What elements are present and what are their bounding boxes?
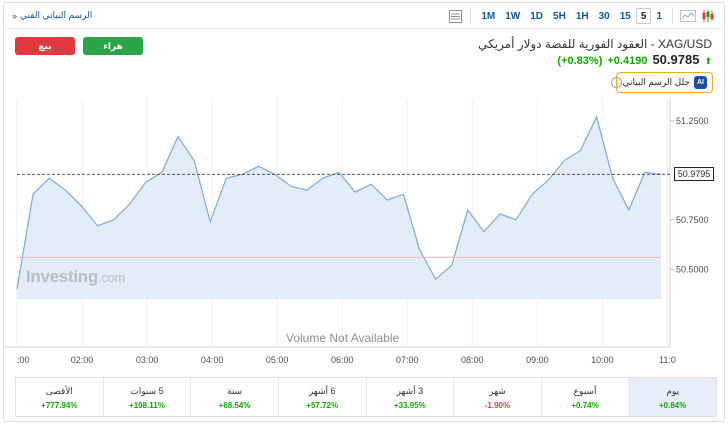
technical-chart-link[interactable]: » الرسم البياني الفني: [12, 10, 92, 21]
investing-watermark: Investing.com: [26, 267, 125, 287]
performance-value: +33.95%: [393, 401, 426, 410]
toolbar-divider: [470, 8, 472, 24]
watermark-brand: Investing: [26, 267, 98, 286]
x-tick-label: 08:00: [461, 355, 484, 365]
toolbar-controls: 1M 1W 1D 5H 1H 30 15 5 1: [445, 6, 718, 26]
instrument-title: XAG/USD - العقود الفورية للفضة دولار أمر…: [478, 37, 712, 51]
performance-cell[interactable]: 3 أشهر +33.95%: [365, 378, 454, 416]
performance-label: 6 أشهر: [308, 386, 336, 396]
performance-cell[interactable]: سنة +68.54%: [190, 378, 278, 416]
timeframe-15[interactable]: 15: [619, 11, 631, 22]
volume-not-available: Volume Not Available: [286, 331, 400, 345]
analyze-chart-label: حلل الرسم البياني: [622, 77, 690, 87]
x-tick-label: 03:00: [136, 355, 159, 365]
x-tick-label: 07:00: [396, 355, 419, 365]
x-tick-label: 05:00: [266, 355, 289, 365]
table-view-icon[interactable]: [445, 6, 465, 26]
performance-label: شهر: [489, 386, 506, 396]
change-percent: (+0.83%): [557, 55, 603, 67]
performance-value: +57.72%: [306, 401, 339, 410]
performance-cell[interactable]: يوم +0.84%: [628, 378, 716, 416]
performance-cell[interactable]: 5 سنوات +108.11%: [102, 378, 191, 416]
performance-value: -1.90%: [484, 401, 511, 410]
toolbar-divider: [672, 8, 673, 24]
performance-label: 3 أشهر: [396, 386, 424, 396]
performance-label: سنة: [227, 386, 243, 396]
performance-label: أسبوع: [573, 386, 597, 396]
price-area: [17, 116, 661, 299]
timeframe-1m[interactable]: 1M: [481, 11, 496, 22]
price-line: [16, 115, 662, 290]
performance-label: يوم: [666, 386, 680, 396]
current-price-label: 50.9795: [674, 167, 714, 181]
performance-value: +0.84%: [659, 401, 687, 410]
candlestick-icon[interactable]: [698, 6, 718, 26]
x-tick-label: :00: [17, 355, 30, 365]
timeframe-30[interactable]: 30: [598, 11, 610, 22]
x-tick-label: 06:00: [331, 355, 354, 365]
sell-button[interactable]: بيع: [15, 37, 75, 55]
chart-widget: » الرسم البياني الفني 1M 1W 1D 5H 1H 30 15 5 1 ب…: [3, 2, 725, 422]
x-tick-label: 10:00: [591, 355, 614, 365]
ai-badge-icon: AI: [694, 76, 707, 89]
performance-cell[interactable]: أسبوع +0.74%: [540, 378, 629, 416]
arrow-up-icon: ⬆: [704, 56, 712, 66]
performance-value: +108.11%: [129, 401, 165, 410]
performance-cell[interactable]: 6 أشهر +57.72%: [277, 378, 366, 416]
timeframe-1h[interactable]: 1H: [575, 11, 589, 22]
watermark-suffix: .com: [97, 270, 125, 285]
chart-toolbar: » الرسم البياني الفني 1M 1W 1D 5H 1H 30 15 5 1: [4, 3, 724, 29]
timeframe-1[interactable]: 1: [656, 11, 662, 22]
timeframe-1w[interactable]: 1W: [505, 11, 521, 22]
performance-cell[interactable]: شهر -1.90%: [453, 378, 541, 416]
performance-value: +777.94%: [41, 401, 78, 410]
analyze-chart-button[interactable]: حلل الرسم البياني AI: [616, 72, 713, 93]
technical-chart-label: الرسم البياني الفني: [20, 10, 93, 20]
buy-button[interactable]: هراء: [83, 37, 143, 55]
last-price: 50.9785: [652, 52, 700, 67]
x-tick-label: 11:0: [659, 355, 676, 365]
double-chevron-icon: »: [12, 10, 18, 21]
performance-bar: يوم +0.84% أسبوع +0.74% شهر -1.90% 3 أشهر +33.9…: [15, 377, 717, 417]
price-row: (+0.83%) +0.4190 50.9785 ⬆: [557, 52, 712, 67]
x-tick-label: 02:00: [71, 355, 94, 365]
performance-value: +68.54%: [218, 401, 251, 410]
performance-cell[interactable]: الأقصى +777.94%: [16, 378, 103, 416]
area-chart-icon[interactable]: [678, 6, 698, 26]
y-tick-label: 50.5000: [676, 264, 709, 274]
y-tick-label: 51.2500: [676, 116, 709, 126]
y-tick-label: 50.7500: [676, 215, 709, 225]
timeframe-5h[interactable]: 5H: [553, 11, 566, 22]
change-value: +0.4190: [607, 55, 648, 67]
timeframe-group: 1M 1W 1D 5H 1H 30 15 5 1: [476, 8, 667, 24]
x-tick-label: 09:00: [526, 355, 549, 365]
performance-value: +0.74%: [571, 401, 599, 410]
performance-label: 5 سنوات: [130, 386, 164, 396]
price-chart[interactable]: 51.2500 50.7500 50.5000 :00 02:00 03:00 04:00 0…: [4, 99, 724, 377]
timeframe-5[interactable]: 5: [635, 8, 652, 24]
timeframe-1d[interactable]: 1D: [530, 11, 544, 22]
x-tick-label: 04:00: [201, 355, 224, 365]
performance-label: الأقصى: [45, 386, 73, 396]
